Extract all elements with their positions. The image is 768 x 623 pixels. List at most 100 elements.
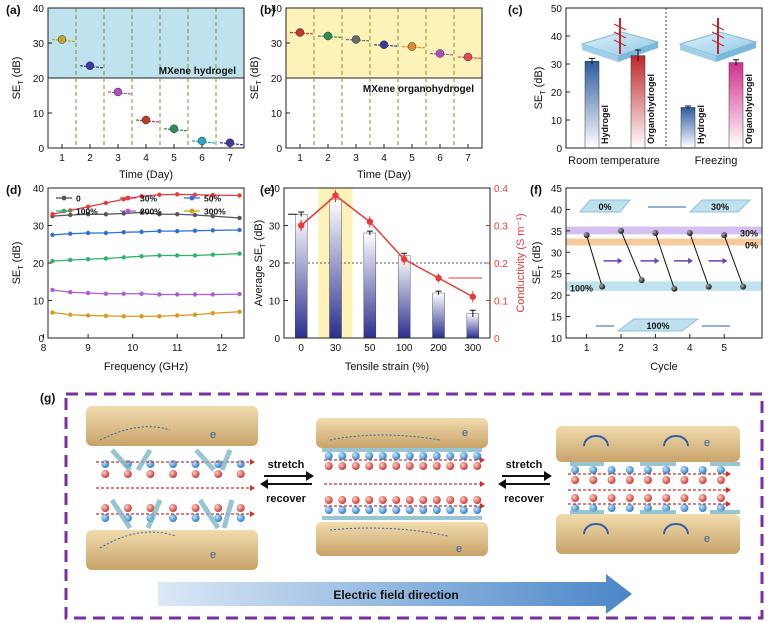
field-dashed-arrow-head xyxy=(726,471,731,477)
series-point xyxy=(192,312,198,317)
anion xyxy=(351,452,360,460)
cation xyxy=(446,462,455,470)
series-point xyxy=(192,212,198,218)
data-point xyxy=(379,40,389,49)
anion xyxy=(236,514,245,522)
y-tick-label: 10 xyxy=(33,109,45,120)
band-b30 xyxy=(566,226,762,235)
cycle-line xyxy=(723,234,744,287)
cycle-low-point xyxy=(705,283,712,290)
anion xyxy=(101,514,110,522)
band-b100 xyxy=(566,281,762,291)
cation xyxy=(607,494,616,502)
y-tick-label: 30 xyxy=(269,222,281,233)
plot-area-c: 0 10 20 30 40 50 Hydrogel Organohydrogel Hydroge… xyxy=(551,4,754,155)
state-relaxed: e e xyxy=(86,406,258,570)
x-axis-label-a: Time (Day) xyxy=(119,169,173,181)
cation xyxy=(680,494,689,502)
y-tick-label: 20 xyxy=(33,259,45,270)
series-point xyxy=(174,292,180,297)
cation xyxy=(571,494,580,502)
state2-contents xyxy=(322,434,485,537)
series-point xyxy=(210,213,216,219)
data-point xyxy=(295,28,305,37)
series-point xyxy=(210,228,216,233)
y-tick-label: 25 xyxy=(551,270,563,281)
mxene-flake xyxy=(194,448,216,472)
y-right-tick-label: 0 xyxy=(494,334,500,345)
y-tick-label: 45 xyxy=(551,184,563,195)
conductivity-point xyxy=(332,192,339,199)
cation xyxy=(101,470,110,478)
bottom-slab-1 xyxy=(86,530,258,570)
y-right-tick-label: 0.2 xyxy=(494,259,508,270)
recover-label-2: recover xyxy=(504,493,544,505)
annotation-b: MXene organohydrogel xyxy=(363,84,474,95)
transition-arrows-2: stretch recover xyxy=(498,459,552,505)
series-point xyxy=(121,230,126,235)
electron-label-1: e xyxy=(210,429,216,441)
anion xyxy=(589,466,598,474)
anion xyxy=(169,514,177,522)
y-axis-label-d: SET (dB) xyxy=(11,242,25,285)
series-point xyxy=(174,313,180,318)
series-point xyxy=(157,192,162,197)
field-dashed-arrow-head xyxy=(480,457,485,463)
y-tick-label: 30 xyxy=(33,39,45,50)
cycle-high-point xyxy=(618,227,625,234)
panel-c: (c) 0 10 20 30 40 50 Hydrogel Organohydrogel Hyd… xyxy=(508,3,763,167)
bottom-slab-3 xyxy=(556,514,740,554)
conductivity-point xyxy=(435,274,442,282)
panel-g: (g) e e stretch recover e e xyxy=(40,391,764,620)
x-tick-label: 4 xyxy=(687,343,693,354)
electron-path xyxy=(329,434,441,441)
mxene-layer-bottom xyxy=(322,516,482,520)
anion xyxy=(644,466,652,474)
series-point xyxy=(237,193,242,198)
panel-e: (e) 0 10 20 30 40 0 0.1 0.2 0.3 0.4 0 30 50 100 200 300… xyxy=(253,183,527,373)
mxene-flake xyxy=(110,448,132,472)
cation xyxy=(459,496,468,504)
anion xyxy=(459,452,468,460)
series-point xyxy=(50,310,55,315)
state-highly-stretched: e e xyxy=(556,426,740,554)
series-point xyxy=(139,314,144,319)
electron-label-2b: e xyxy=(456,543,462,555)
anion xyxy=(607,504,616,512)
anion xyxy=(446,506,455,514)
pad-bottom xyxy=(616,318,700,332)
y-tick-label: 50 xyxy=(551,4,563,15)
conductivity-point xyxy=(366,218,374,225)
electron-path xyxy=(329,527,449,537)
x-tick-label: 5 xyxy=(721,343,727,354)
y-tick-label: 10 xyxy=(33,297,45,308)
panel-label-b: (b) xyxy=(260,3,275,17)
cation xyxy=(236,470,245,478)
conductivity-point xyxy=(469,293,477,300)
series-point xyxy=(121,314,126,319)
series-point xyxy=(139,210,144,215)
group-label-room: Room temperature xyxy=(568,155,660,167)
panel-a: (a) 0 10 20 30 40 1 2 3 4 5 6 7 MXene hydrogel Time… xyxy=(6,3,245,181)
legend-swatch-marker xyxy=(61,208,67,214)
y-axis-label-unit-b: (dB) xyxy=(249,57,261,81)
series-point xyxy=(210,252,216,257)
bar xyxy=(584,60,600,149)
panel-label-e: (e) xyxy=(260,183,275,197)
field-dashed-arrow-head xyxy=(250,511,255,517)
bar xyxy=(630,55,646,149)
cation xyxy=(101,504,110,512)
data-point xyxy=(407,42,417,51)
series-point xyxy=(237,227,242,233)
x-tick-label: 4 xyxy=(381,153,387,164)
series-point xyxy=(139,291,144,296)
pad-bottom-label: 100% xyxy=(646,321,669,331)
anion xyxy=(236,460,245,468)
cycle-line xyxy=(586,234,603,287)
field-dashed-arrow-head xyxy=(726,487,731,493)
series-point xyxy=(157,253,162,258)
bar xyxy=(466,313,480,339)
series-point xyxy=(50,287,55,293)
panel-label-f: (f) xyxy=(530,183,542,197)
